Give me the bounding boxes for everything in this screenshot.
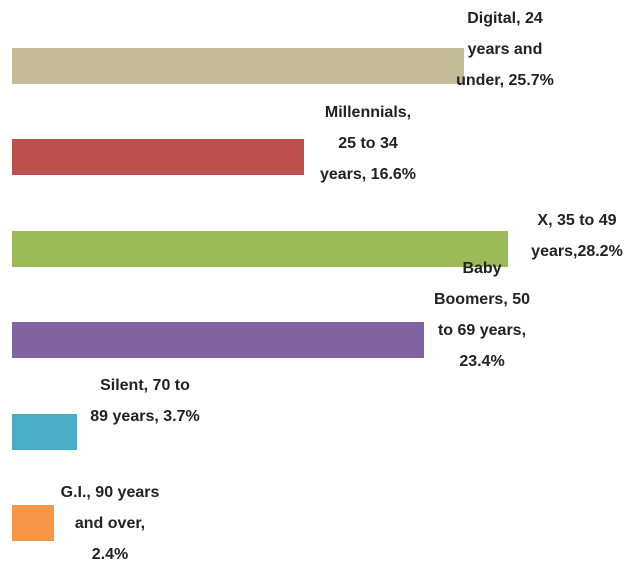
bar-label: G.I., 90 years and over, 2.4%	[60, 484, 160, 563]
bar-label: Silent, 70 to 89 years, 3.7%	[90, 377, 200, 425]
bar-label: Millennials, 25 to 34 years, 16.6%	[319, 104, 417, 183]
bar	[12, 230, 509, 267]
bar	[12, 505, 55, 541]
bar	[12, 48, 465, 84]
bar	[12, 413, 78, 450]
bar-label: Digital, 24 years and under, 25.7%	[456, 10, 554, 89]
bar	[12, 139, 305, 176]
bar-label: X, 35 to 49 years,28.2%	[531, 212, 623, 260]
bar	[12, 322, 424, 359]
bar-label: Baby Boomers, 50 to 69 years, 23.4%	[433, 260, 531, 370]
